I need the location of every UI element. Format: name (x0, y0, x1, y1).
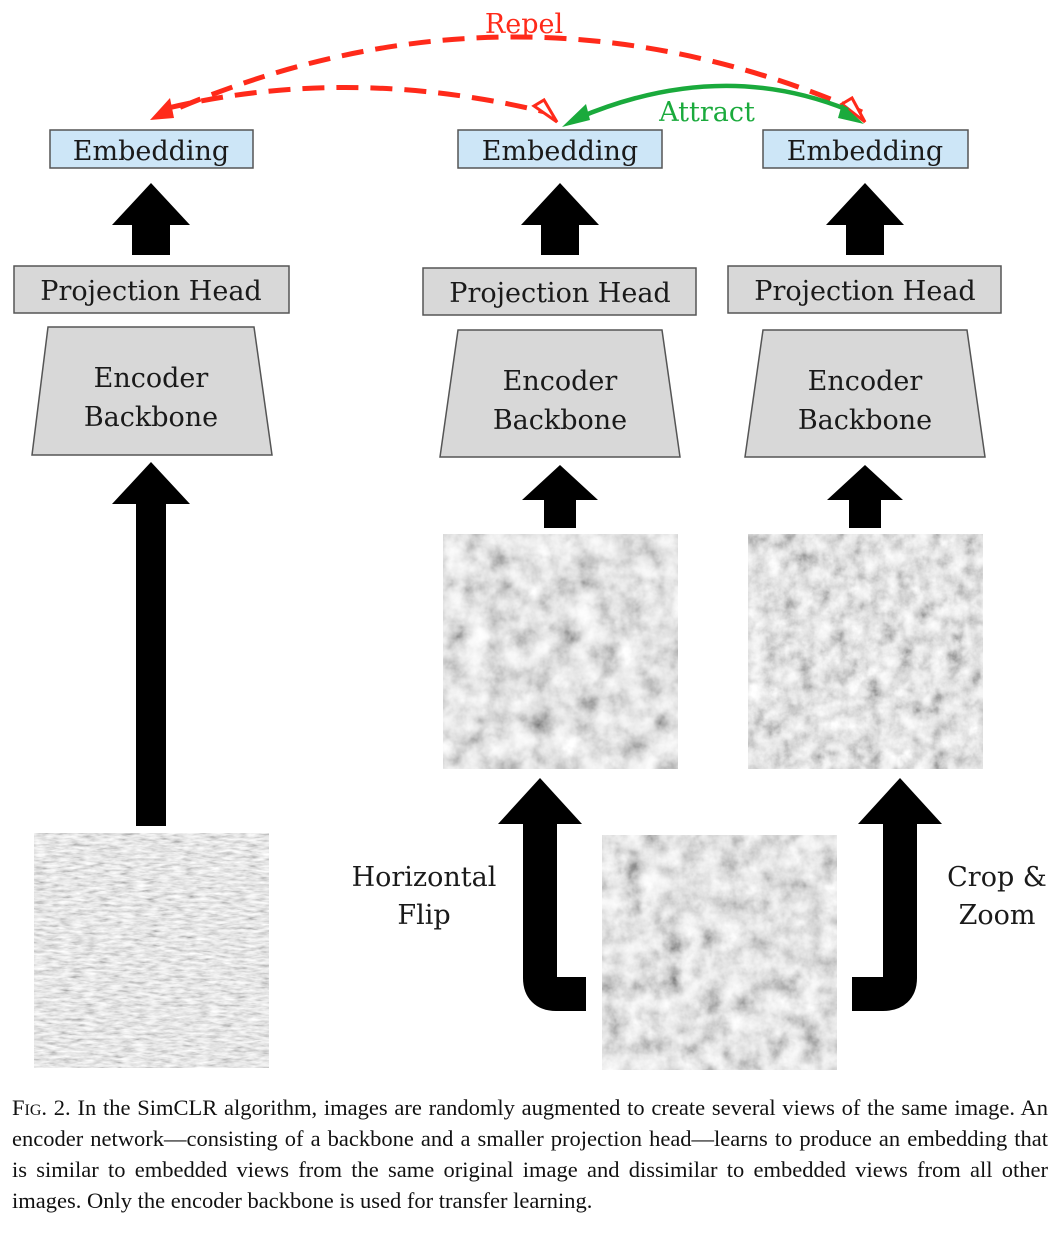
encoder-label-1: Encoder (503, 366, 618, 397)
encoder-label-2: Backbone (798, 405, 932, 436)
attract-arrowhead-left (562, 104, 590, 127)
attract-arc (577, 83, 849, 121)
repel-arrowhead-left (150, 98, 174, 120)
repel-label: Repel (485, 9, 563, 40)
up-arrow (522, 465, 598, 528)
image-other (34, 833, 269, 1068)
figure-caption: Fig. 2. In the SimCLR algorithm, images … (12, 1092, 1048, 1216)
image-flipped (443, 534, 678, 769)
flip-label-1: Horizontal (352, 862, 497, 893)
caption-figure-label: Fig. 2. (12, 1095, 71, 1120)
column-crop: Embedding Projection Head Encoder Backbo… (727, 129, 1002, 769)
image-original (602, 835, 837, 1070)
up-arrow (112, 183, 190, 255)
projection-head-label: Projection Head (754, 276, 975, 307)
encoder-label-2: Backbone (493, 405, 627, 436)
encoder-label-1: Encoder (808, 366, 923, 397)
attract-label: Attract (658, 97, 755, 128)
crop-arrow (852, 822, 917, 1011)
embedding-label: Embedding (73, 136, 229, 167)
crop-label-2: Zoom (959, 900, 1036, 931)
crop-arrowhead (858, 778, 942, 824)
up-arrow (827, 465, 903, 528)
crop-label-1: Crop & (947, 862, 1047, 893)
embedding-box (762, 129, 969, 169)
column-original: Embedding Projection Head Encoder Backbo… (13, 129, 290, 1068)
repel-arrowhead-right (839, 95, 867, 124)
caption-text: In the SimCLR algorithm, images are rand… (12, 1095, 1049, 1213)
repel-arc-outer (158, 34, 863, 119)
up-arrow (521, 183, 599, 255)
repel-arc-inner (167, 85, 546, 115)
simclr-diagram: Repel Attract Embedding Projection Head … (13, 9, 1047, 1070)
encoder-backbone-shape (439, 329, 681, 458)
flip-arrowhead (498, 778, 582, 824)
flip-arrow (523, 822, 586, 1011)
projection-head-label: Projection Head (449, 278, 670, 309)
embedding-box (49, 129, 254, 169)
long-up-arrow (112, 462, 190, 826)
embedding-label: Embedding (787, 136, 943, 167)
attract-arrowhead-right (838, 104, 864, 124)
projection-head-box (422, 267, 697, 316)
projection-head-label: Projection Head (40, 276, 261, 307)
encoder-label-1: Encoder (94, 363, 209, 394)
encoder-backbone-shape (744, 329, 986, 458)
repel-arrows (150, 34, 867, 124)
encoder-backbone-shape (31, 326, 273, 456)
repel-arrowhead-center (531, 97, 559, 124)
image-cropped (748, 534, 983, 769)
column-flip: Embedding Projection Head Encoder Backbo… (422, 129, 697, 769)
embedding-box (457, 129, 663, 169)
projection-head-box (727, 265, 1002, 314)
encoder-label-2: Backbone (84, 402, 218, 433)
up-arrow (826, 183, 904, 255)
embedding-label: Embedding (482, 136, 638, 167)
projection-head-box (13, 265, 290, 314)
flip-label-2: Flip (397, 900, 450, 931)
attract-arrow (562, 83, 864, 127)
